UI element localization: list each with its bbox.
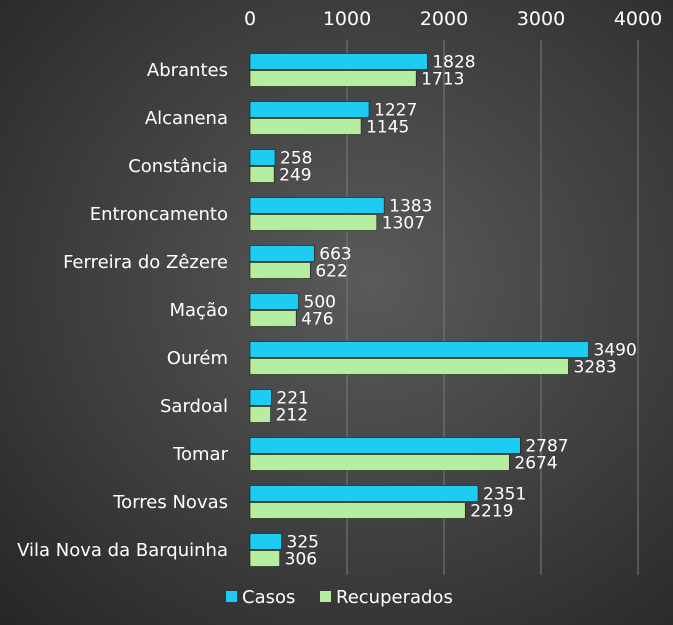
- legend-swatch: [320, 591, 331, 602]
- bar-recuperados: [249, 358, 569, 375]
- category-label: Tomar: [172, 444, 229, 465]
- x-tick-label: 1000: [323, 8, 371, 30]
- data-label: 476: [301, 310, 333, 330]
- bar-recuperados: [249, 550, 280, 567]
- bar-recuperados: [249, 118, 362, 135]
- data-label: 1828: [432, 53, 475, 73]
- data-label: 3283: [573, 358, 616, 378]
- data-label: 249: [279, 166, 311, 186]
- category-label: Alcanena: [145, 108, 228, 129]
- bar-recuperados: [249, 262, 311, 279]
- bar-casos: [249, 485, 479, 502]
- bar-recuperados: [249, 502, 466, 519]
- data-label: 2219: [470, 502, 513, 522]
- category-label: Sardoal: [160, 396, 228, 417]
- data-label: 663: [319, 245, 351, 265]
- data-label: 622: [315, 262, 347, 282]
- data-label: 2787: [525, 437, 568, 457]
- category-label: Mação: [170, 300, 229, 321]
- bar-casos: [249, 533, 282, 550]
- bar-casos: [249, 149, 276, 166]
- data-label: 500: [304, 293, 336, 313]
- data-label: 2674: [514, 454, 557, 474]
- bar-casos: [249, 389, 272, 406]
- category-label: Constância: [128, 156, 228, 177]
- x-tick-label: 3000: [517, 8, 565, 30]
- data-label: 1307: [382, 214, 425, 234]
- bar-casos: [249, 293, 299, 310]
- category-labels: Abrantes Alcanena Constância Entroncamento F…: [17, 60, 228, 561]
- data-label: 3490: [594, 341, 637, 361]
- bar-recuperados: [249, 406, 271, 423]
- data-label: 306: [285, 550, 317, 570]
- bar-casos: [249, 101, 370, 118]
- category-label: Entroncamento: [90, 204, 228, 225]
- bar-casos: [249, 245, 315, 262]
- bar-recuperados: [249, 454, 510, 471]
- data-label: 258: [280, 149, 312, 169]
- data-label: 325: [287, 533, 319, 553]
- x-tick-label: 0: [244, 8, 256, 30]
- legend: Casos Recuperados: [226, 587, 453, 608]
- bar-recuperados: [249, 310, 297, 327]
- category-label: Vila Nova da Barquinha: [17, 540, 228, 561]
- data-label: 2351: [483, 485, 526, 505]
- category-label: Torres Novas: [112, 492, 228, 513]
- x-tick-label: 2000: [420, 8, 468, 30]
- data-label: 221: [276, 389, 308, 409]
- category-label: Ourém: [167, 348, 228, 369]
- legend-label: Casos: [242, 587, 295, 608]
- category-label: Abrantes: [147, 60, 228, 81]
- x-axis-ticks: 0 1000 2000 3000 4000: [244, 8, 662, 30]
- bar-casos: [249, 437, 521, 454]
- data-label: 212: [276, 406, 308, 426]
- data-label: 1145: [366, 118, 409, 138]
- x-tick-label: 4000: [614, 8, 662, 30]
- bar-recuperados: [249, 166, 275, 183]
- data-label: 1383: [389, 197, 432, 217]
- bar-casos: [249, 341, 589, 358]
- bar-recuperados: [249, 70, 417, 87]
- data-label: 1713: [421, 70, 464, 90]
- bar-recuperados: [249, 214, 378, 231]
- bar-casos: [249, 197, 385, 214]
- data-label: 1227: [374, 101, 417, 121]
- category-label: Ferreira do Zêzere: [63, 252, 228, 273]
- legend-label: Recuperados: [336, 587, 453, 608]
- legend-swatch: [226, 591, 237, 602]
- bar-casos: [249, 53, 428, 70]
